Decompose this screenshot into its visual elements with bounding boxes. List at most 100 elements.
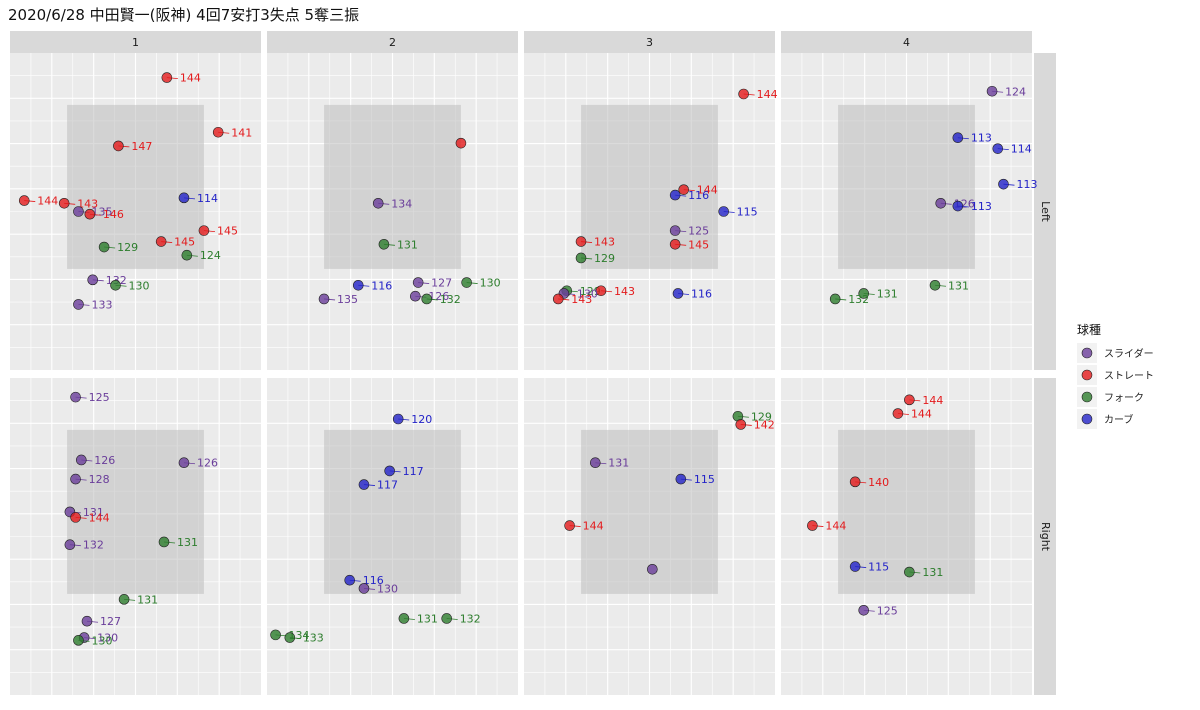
point-label: 127	[431, 277, 452, 290]
point-label: 124	[1005, 85, 1026, 98]
point-label: 144	[757, 88, 778, 101]
point-label: 131	[877, 287, 898, 300]
pitch-point	[552, 293, 564, 305]
strike-zone	[67, 429, 204, 594]
facet-strip-row	[1034, 53, 1056, 370]
chart-title: 2020/6/28 中田賢一(阪神) 4回7安打3失点 5奪三振	[8, 6, 359, 24]
point-label: 132	[440, 293, 461, 306]
facet-strip-row	[1034, 378, 1056, 695]
pitch-point	[178, 192, 190, 204]
point-label: 144	[37, 195, 58, 208]
point-label: 143	[77, 197, 98, 210]
facet-strip-label: 1	[132, 36, 139, 49]
pitch-point	[73, 206, 84, 217]
point-label: 131	[137, 593, 158, 606]
pitch-point	[929, 279, 941, 291]
facet-strip-label: 4	[903, 36, 910, 49]
pitch-point	[161, 72, 173, 83]
facet-strip-col	[781, 31, 1032, 53]
point-label: 131	[948, 279, 969, 292]
facet-strip-col	[267, 31, 518, 53]
point-label: 144	[825, 520, 846, 533]
point-label: 144	[583, 520, 604, 533]
pitch-point	[718, 206, 729, 217]
point-label: 125	[688, 225, 709, 238]
pitch-point	[575, 236, 587, 247]
pitch-point	[73, 299, 84, 310]
point-label: 129	[751, 410, 772, 423]
pitch-point	[84, 208, 96, 220]
pitch-point	[212, 126, 224, 138]
point-label: 145	[688, 238, 709, 251]
pitch-point	[358, 583, 370, 594]
pitch-point	[198, 225, 210, 236]
pitch-point	[858, 604, 870, 616]
point-label: 143	[594, 236, 615, 249]
point-label: 116	[363, 574, 384, 587]
pitch-point	[455, 137, 467, 149]
point-label: 131	[397, 238, 418, 251]
pitch-point	[738, 88, 749, 100]
point-label: 132	[460, 612, 481, 625]
point-label: 115	[737, 206, 758, 219]
legend-title: 球種	[1077, 323, 1101, 337]
point-label: 125	[877, 604, 898, 617]
point-label: 114	[1011, 143, 1032, 156]
pitch-point	[352, 279, 364, 291]
point-label: 126	[94, 454, 115, 467]
point-label: 120	[411, 413, 432, 426]
point-label: 113	[971, 200, 992, 213]
legend-label: カーブ	[1104, 413, 1133, 426]
legend-swatch	[1081, 413, 1093, 425]
pitch-point	[669, 225, 681, 236]
point-label: 115	[694, 473, 715, 486]
point-label: 133	[303, 632, 324, 645]
pitch-point	[998, 178, 1009, 190]
point-label: 116	[371, 279, 392, 292]
pitch-point	[904, 394, 915, 406]
pitch-point	[392, 413, 404, 425]
point-label: 127	[100, 615, 121, 628]
facet-strip-col	[10, 31, 261, 53]
point-label: 124	[200, 249, 221, 262]
point-label: 143	[571, 293, 592, 306]
point-label: 116	[688, 189, 709, 202]
point-label: 113	[1016, 178, 1037, 191]
point-label: 116	[691, 287, 712, 300]
point-label: 130	[577, 287, 598, 300]
pitch-point	[378, 238, 390, 250]
point-label: 145	[174, 236, 195, 249]
point-label: 144	[911, 408, 932, 421]
pitch-point	[441, 613, 452, 624]
point-label: 147	[131, 140, 152, 153]
pitch-point	[284, 632, 296, 643]
pitch-point	[672, 288, 684, 299]
pitch-point	[935, 198, 947, 209]
legend-swatch	[1081, 347, 1093, 359]
pitch-point	[858, 288, 870, 299]
pitch-point	[669, 189, 681, 201]
pitch-point	[849, 561, 861, 572]
pitch-point	[590, 457, 601, 469]
point-label: 130	[97, 632, 118, 645]
pitch-point	[87, 274, 99, 286]
facet-strip-col	[524, 31, 775, 53]
pitch-point	[398, 613, 410, 624]
strike-zone	[67, 104, 204, 269]
pitch-point	[98, 241, 110, 253]
point-label: 141	[231, 126, 252, 139]
point-label: 135	[337, 293, 358, 306]
pitch-point	[675, 473, 687, 485]
facet-strip-label: 2	[389, 36, 396, 49]
pitch-point	[118, 594, 130, 605]
point-label: 130	[91, 634, 112, 647]
pitch-point	[647, 563, 658, 575]
point-label: 144	[922, 394, 943, 407]
